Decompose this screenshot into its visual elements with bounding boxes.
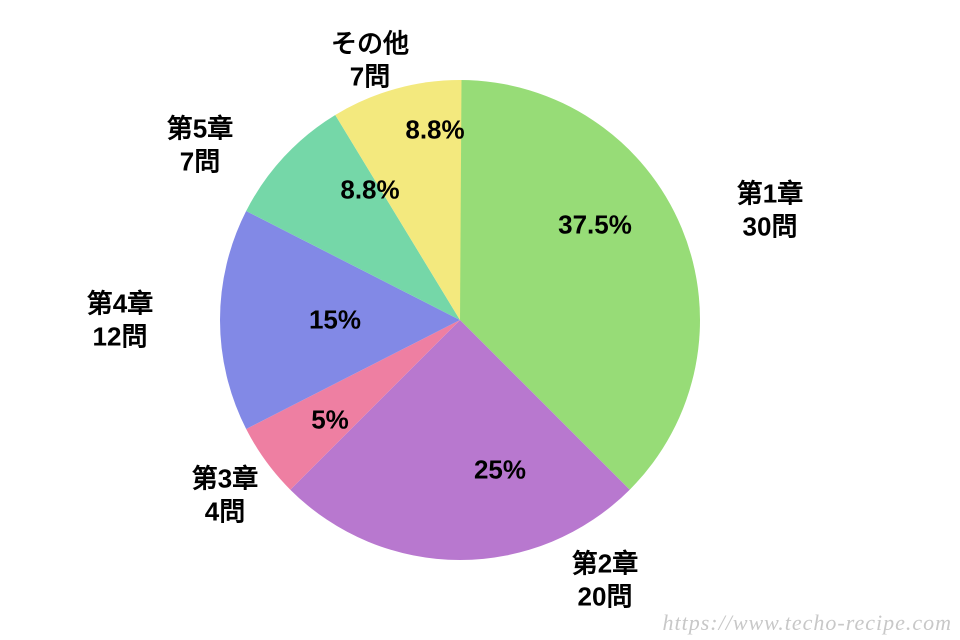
slice-label: 第3章4問 bbox=[192, 463, 258, 528]
slice-label: その他7問 bbox=[331, 28, 409, 93]
slice-label: 第5章7問 bbox=[167, 113, 233, 178]
slice-label-count: 12問 bbox=[87, 320, 153, 353]
pie-chart: 第1章30問37.5%第2章20問25%第3章4問5%第4章12問15%第5章7… bbox=[0, 0, 960, 640]
slice-label-name: 第5章 bbox=[167, 113, 233, 146]
slice-percent: 5% bbox=[311, 405, 349, 436]
watermark-text: https://www.techo-recipe.com bbox=[663, 610, 953, 636]
slice-percent: 37.5% bbox=[558, 210, 632, 241]
slice-label: 第4章12問 bbox=[87, 288, 153, 353]
slice-label-name: 第2章 bbox=[572, 548, 638, 581]
slice-label-name: 第4章 bbox=[87, 288, 153, 321]
slice-label: 第1章30問 bbox=[737, 178, 803, 243]
slice-percent: 8.8% bbox=[340, 175, 399, 206]
slice-label-name: その他 bbox=[331, 28, 409, 61]
slice-label-count: 30問 bbox=[737, 210, 803, 243]
slice-label-count: 20問 bbox=[572, 580, 638, 613]
slice-label: 第2章20問 bbox=[572, 548, 638, 613]
slice-label-name: 第1章 bbox=[737, 178, 803, 211]
slice-label-count: 7問 bbox=[331, 60, 409, 93]
slice-percent: 8.8% bbox=[405, 115, 464, 146]
slice-label-name: 第3章 bbox=[192, 463, 258, 496]
slice-label-count: 7問 bbox=[167, 145, 233, 178]
slice-label-count: 4問 bbox=[192, 495, 258, 528]
slice-percent: 15% bbox=[309, 305, 361, 336]
slice-percent: 25% bbox=[474, 455, 526, 486]
